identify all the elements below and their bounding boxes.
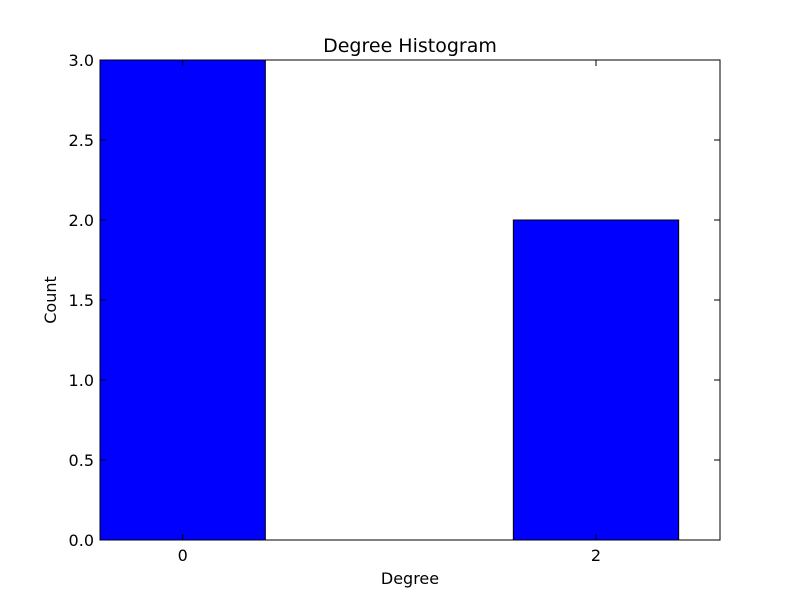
ticks-layer: 0.0 0.5 1.0 1.5 2.0 2.5 3.0 0 2 <box>69 51 720 565</box>
y-tick-label: 2.5 <box>69 131 94 150</box>
y-tick-label: 0.0 <box>69 531 94 550</box>
y-tick-label: 1.5 <box>69 291 94 310</box>
y-tick-label: 2.0 <box>69 211 94 230</box>
bar-degree-0 <box>99 59 266 541</box>
bars-layer <box>99 59 680 541</box>
y-axis-label: Count <box>41 276 60 324</box>
x-tick-label: 2 <box>591 546 601 565</box>
x-axis-label: Degree <box>381 569 439 588</box>
y-tick-label: 3.0 <box>69 51 94 70</box>
x-tick-label: 0 <box>178 546 188 565</box>
y-tick-label: 1.0 <box>69 371 94 390</box>
chart-title: Degree Histogram <box>323 35 497 57</box>
bar-degree-2 <box>512 219 680 541</box>
y-tick-label: 0.5 <box>69 451 94 470</box>
